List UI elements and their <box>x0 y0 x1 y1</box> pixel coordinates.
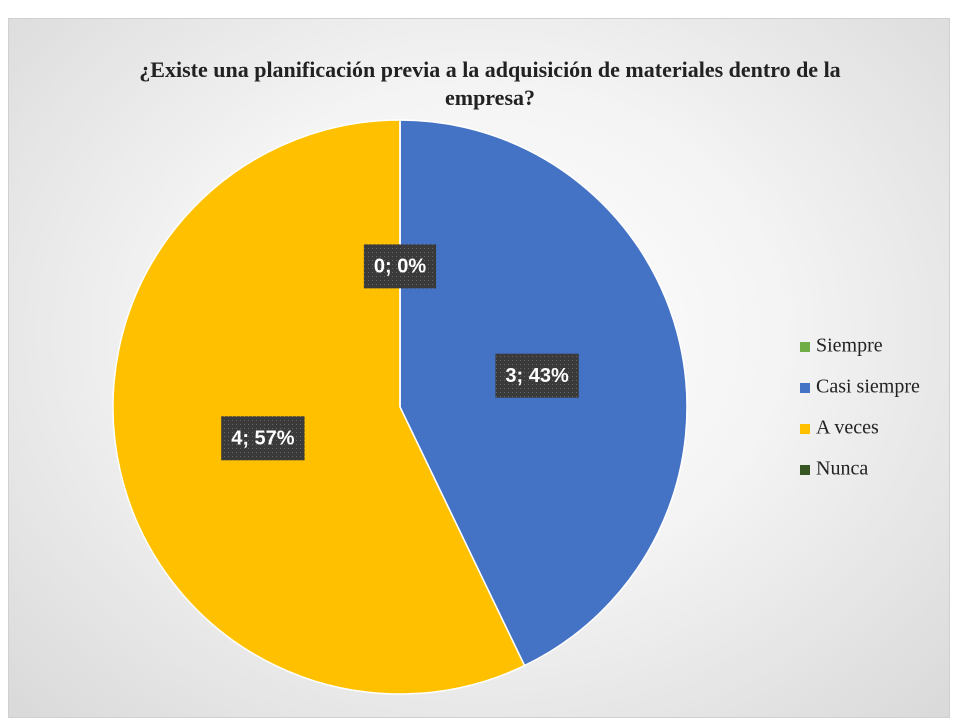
legend-label: Nunca <box>816 458 868 480</box>
data-label: 4; 57% <box>231 428 295 450</box>
legend-swatch <box>800 342 810 352</box>
chart-title: ¿Existe una planificación previa a la ad… <box>139 57 841 110</box>
legend-label: Casi siempre <box>816 376 920 398</box>
data-label: 3; 43% <box>505 365 569 387</box>
pie-slice <box>112 119 526 695</box>
legend-swatch <box>800 465 810 475</box>
data-label: 0; 0% <box>374 256 426 278</box>
data-label-box <box>363 244 437 289</box>
legend-swatch <box>800 383 810 393</box>
legend-label: Siempre <box>816 335 883 357</box>
data-label-box <box>221 416 305 461</box>
data-label-box <box>495 353 579 398</box>
legend-label: A veces <box>816 417 879 439</box>
legend-swatch <box>800 424 810 434</box>
